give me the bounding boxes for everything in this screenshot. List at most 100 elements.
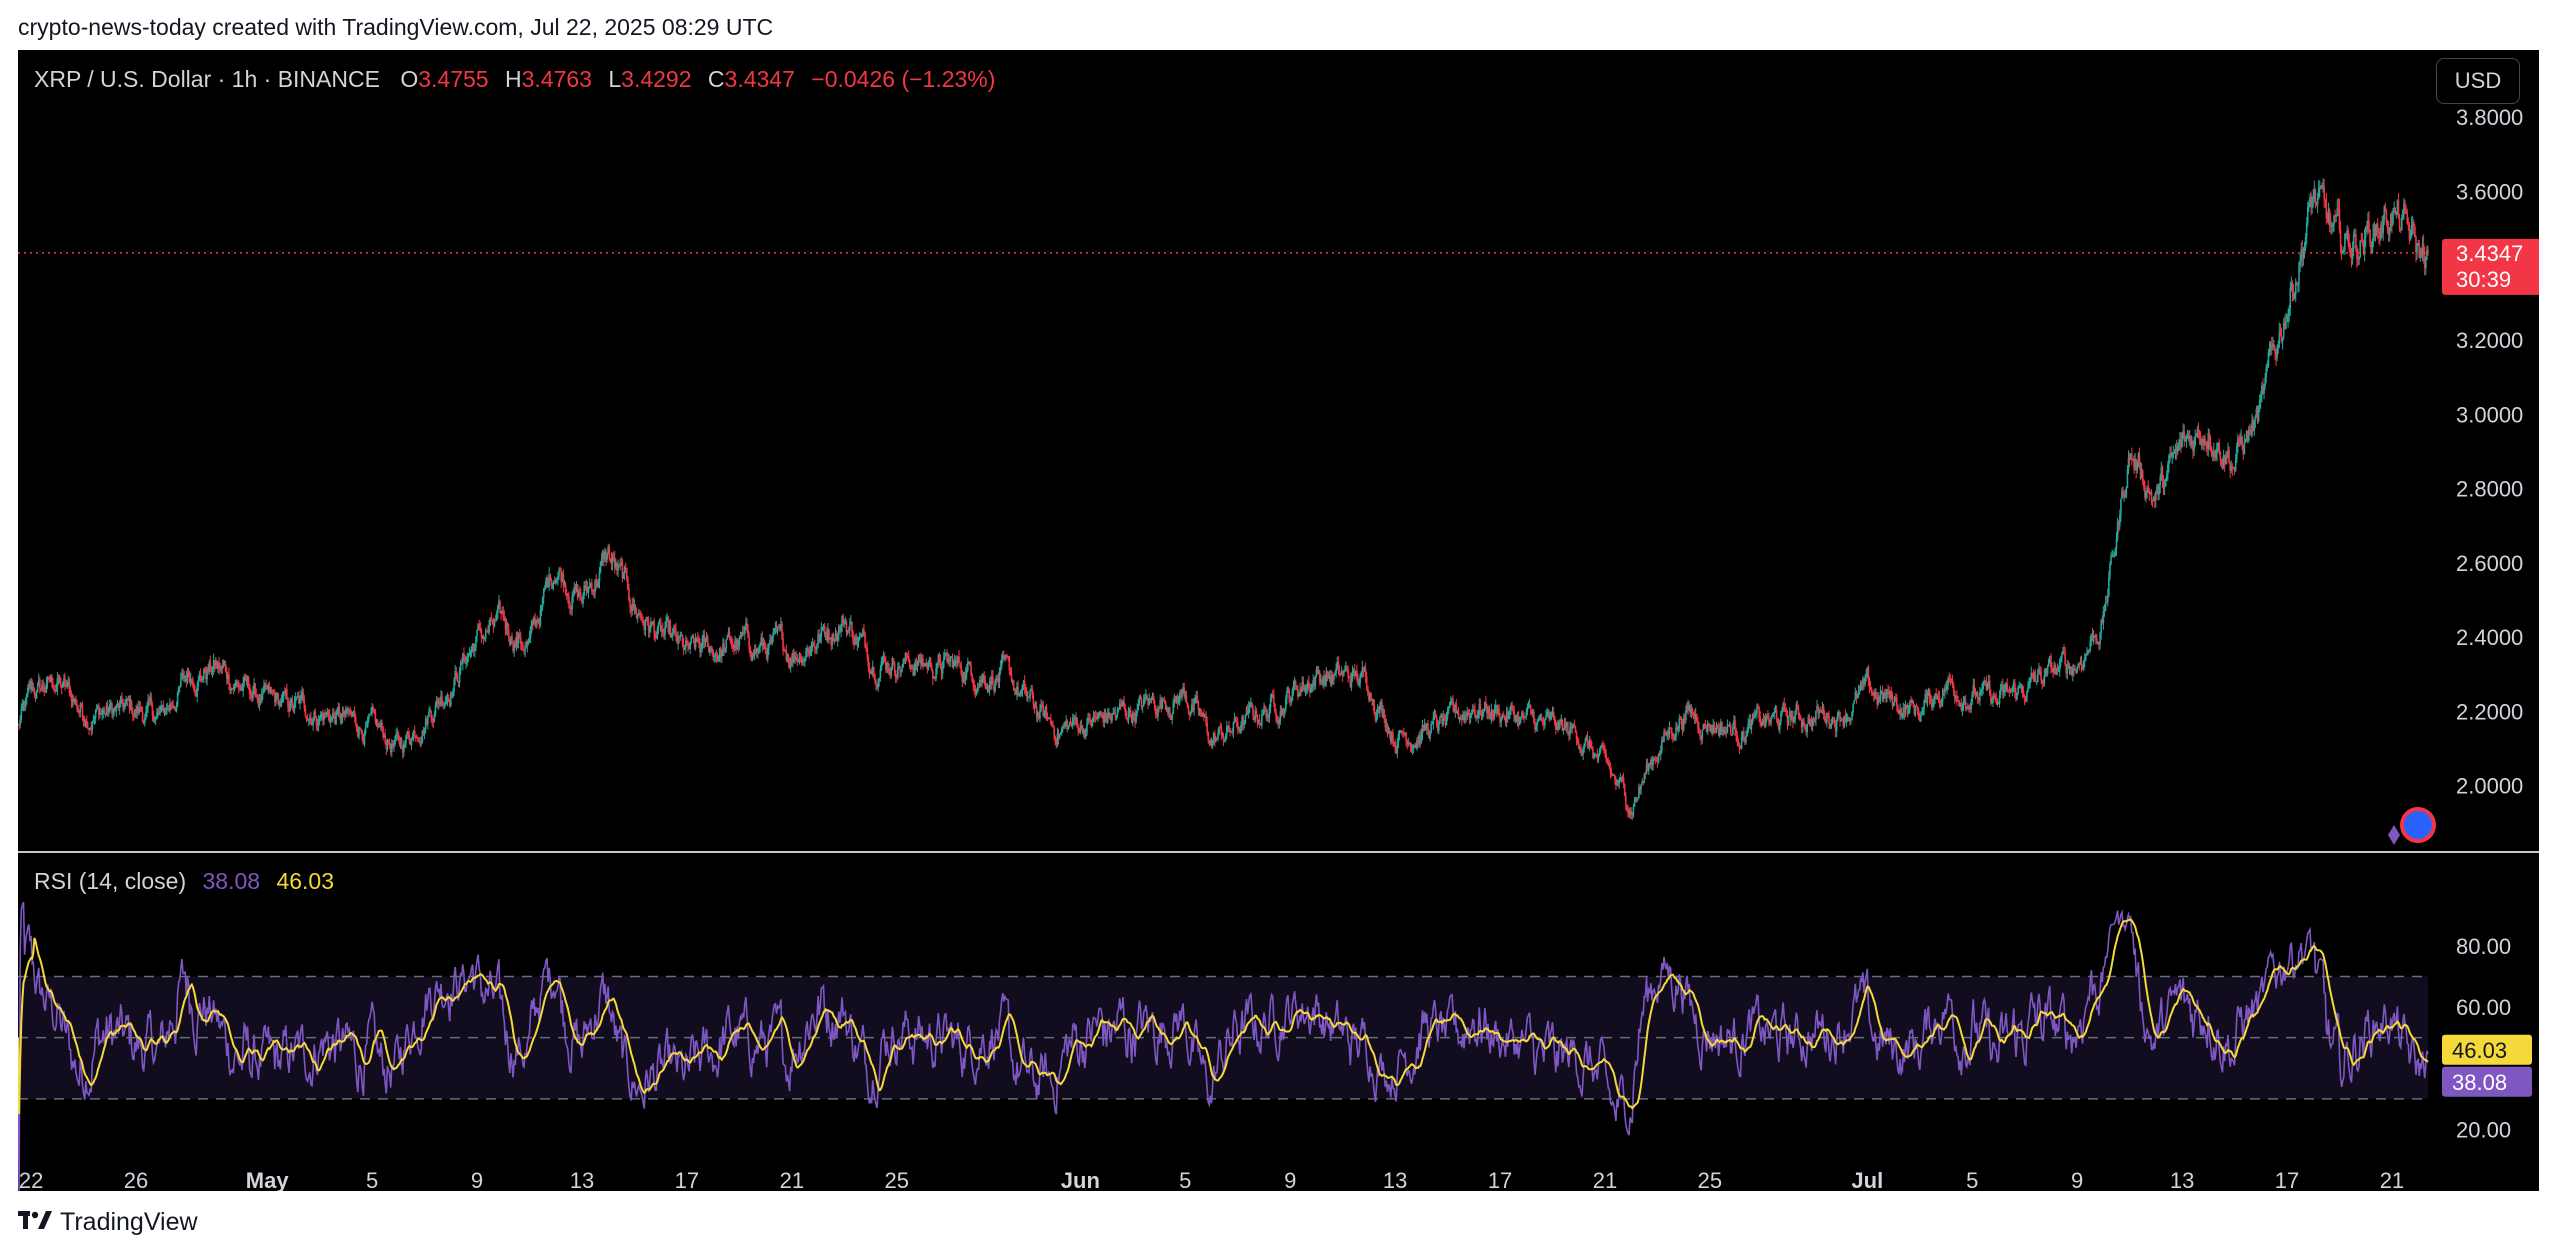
candle-body [1292, 686, 1295, 691]
candle-body [221, 665, 224, 668]
candle-body [380, 722, 382, 728]
candle-body [1961, 704, 1964, 711]
candle-body [1879, 692, 1882, 701]
candle-body [1142, 698, 1145, 707]
candle-body [846, 630, 849, 633]
candle-body [897, 667, 899, 679]
candle-body [1774, 710, 1777, 712]
candle-body [2311, 198, 2313, 208]
candle-body [1099, 712, 1101, 714]
candle-body [311, 724, 313, 726]
footer-brand[interactable]: TradingView [60, 1208, 198, 1236]
candle-body [799, 653, 802, 661]
candle-body [1568, 731, 1570, 736]
candle-body [1972, 684, 1975, 693]
candle-body [1726, 724, 1729, 733]
candle-body [1094, 716, 1097, 718]
candle-body [1151, 695, 1154, 699]
candle-body [998, 671, 1001, 682]
candle-body [866, 647, 869, 657]
candle-body [475, 636, 477, 647]
candle-body [2032, 674, 2035, 677]
candle-body [695, 638, 698, 640]
candle-body [697, 638, 699, 643]
candle-body [1255, 710, 1258, 716]
candle-body [1664, 732, 1666, 735]
candle-body [54, 690, 56, 692]
candle-body [1862, 678, 1864, 685]
candle-body [1850, 719, 1852, 721]
candle-body [1489, 714, 1492, 720]
candle-body [2254, 416, 2257, 420]
candle-body [1454, 704, 1457, 712]
candle-body [2359, 240, 2362, 257]
candle-body [2062, 650, 2064, 655]
candle-body [1163, 700, 1166, 702]
candle-body [2275, 351, 2277, 358]
candle-body [1455, 704, 1458, 713]
chart-svg[interactable]: 3.80003.60003.20003.00002.80002.60002.40… [18, 50, 2539, 1191]
candle-body [105, 705, 108, 714]
price-axis-tick: 3.0000 [2456, 402, 2523, 427]
candle-body [1955, 695, 1957, 699]
candle-body [903, 658, 906, 662]
candle-body [2052, 668, 2054, 673]
candle-body [911, 667, 913, 669]
candle-body [1242, 716, 1245, 725]
candle-body [1918, 717, 1921, 722]
candle-body [1714, 727, 1717, 732]
candle-body [2271, 343, 2274, 347]
candle-body [1423, 724, 1426, 731]
candle-body [370, 711, 372, 715]
candle-body [55, 689, 58, 692]
candle-body [1542, 721, 1545, 726]
candle-body [1005, 655, 1007, 657]
candle-body [2135, 458, 2137, 471]
candle-body [1888, 692, 1890, 698]
candle-body [542, 588, 545, 598]
candle-body [912, 667, 914, 676]
candle-body [319, 714, 322, 718]
candle-body [1928, 689, 1931, 699]
candle-body [1263, 707, 1265, 714]
candle-body [629, 599, 631, 608]
candle-body [2174, 447, 2177, 454]
candle-body [2372, 224, 2375, 242]
candle-body [687, 641, 689, 647]
candle-body [1144, 698, 1146, 700]
candle-body [457, 681, 460, 683]
candle-body [519, 637, 522, 644]
candle-body [1723, 728, 1725, 733]
candle-body [725, 639, 728, 649]
candle-body [443, 704, 446, 706]
candle-body [1226, 726, 1228, 736]
candle-body [653, 621, 655, 634]
candle-body [736, 640, 738, 650]
candle-body [24, 698, 27, 708]
chart-area[interactable]: 3.8000 3.6000 3.2000 3.0000 2.8000 2.6000 2.40… [18, 50, 2539, 1191]
candle-body [594, 580, 596, 592]
candle-body [1171, 713, 1173, 720]
candle-body [827, 629, 829, 641]
tradingview-logo-icon[interactable] [18, 1209, 52, 1237]
candle-body [131, 710, 134, 716]
candle-body [2008, 691, 2011, 693]
candle-body [588, 585, 591, 588]
candle-body [1520, 717, 1522, 721]
candle-body [656, 628, 659, 638]
currency-button[interactable]: USD [2436, 58, 2520, 104]
candle-body [693, 638, 696, 648]
candle-body [140, 710, 143, 713]
candle-body [956, 660, 958, 664]
candle-body [1289, 698, 1292, 702]
candle-body [750, 655, 753, 661]
candle-body [361, 731, 364, 740]
candle-body [1103, 714, 1106, 723]
candle-body [1048, 718, 1051, 720]
candle-body [864, 633, 866, 647]
candle-body [2411, 222, 2414, 227]
candle-body [734, 641, 736, 649]
candle-body [2204, 439, 2206, 443]
candle-body [1905, 704, 1908, 707]
candle-body [941, 667, 944, 674]
